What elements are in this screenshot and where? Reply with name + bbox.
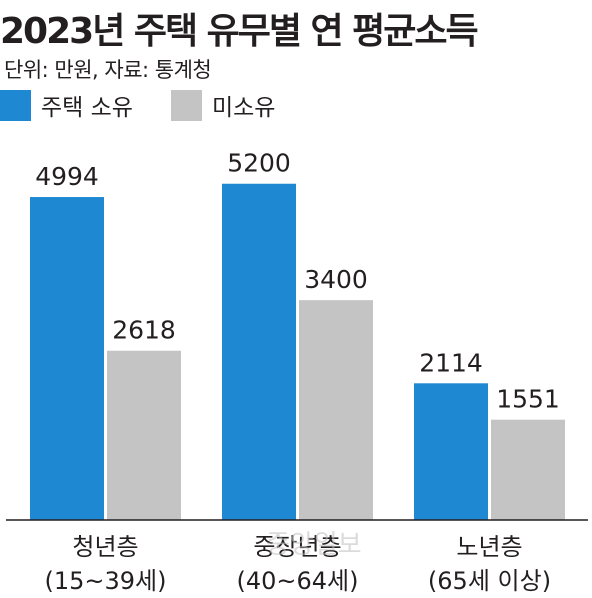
legend-swatch-nonowner	[170, 89, 202, 121]
bar-owner-0	[30, 197, 104, 520]
data-label-nonowner-0: 2618	[112, 316, 176, 345]
bar-nonowner-1	[299, 300, 373, 520]
watermark: 중앙일보	[266, 530, 362, 560]
data-label-nonowner-2: 1551	[496, 385, 560, 414]
legend-label-owner: 주택 소유	[41, 95, 133, 121]
bar-owner-2	[414, 383, 488, 520]
data-label-owner-0: 4994	[35, 162, 99, 191]
chart-subtitle: 단위: 만원, 자료: 통계청	[4, 58, 212, 82]
data-label-owner-1: 5200	[227, 149, 291, 178]
category-label-2: 노년층	[456, 533, 522, 561]
legend: 주택 소유 미소유	[0, 88, 275, 122]
data-label-owner-2: 2114	[419, 348, 483, 377]
bar-nonowner-0	[107, 350, 181, 520]
legend-swatch-owner	[0, 89, 31, 121]
category-label-0: 청년층	[72, 533, 138, 561]
category-label-1: 중장년층	[253, 533, 341, 561]
category-sublabel-1: (40~64세)	[237, 567, 359, 595]
legend-item-owner: 주택 소유	[0, 88, 133, 122]
category-sublabel-2: (65세 이상)	[428, 567, 551, 595]
bar-nonowner-2	[491, 419, 565, 520]
legend-item-nonowner: 미소유	[170, 88, 276, 122]
bar-owner-1	[222, 183, 296, 520]
category-sublabel-0: (15~39세)	[45, 567, 167, 595]
chart-title: 2023년 주택 유무별 연 평균소득	[0, 11, 479, 52]
legend-label-nonowner: 미소유	[211, 95, 276, 121]
data-label-nonowner-1: 3400	[304, 265, 368, 294]
